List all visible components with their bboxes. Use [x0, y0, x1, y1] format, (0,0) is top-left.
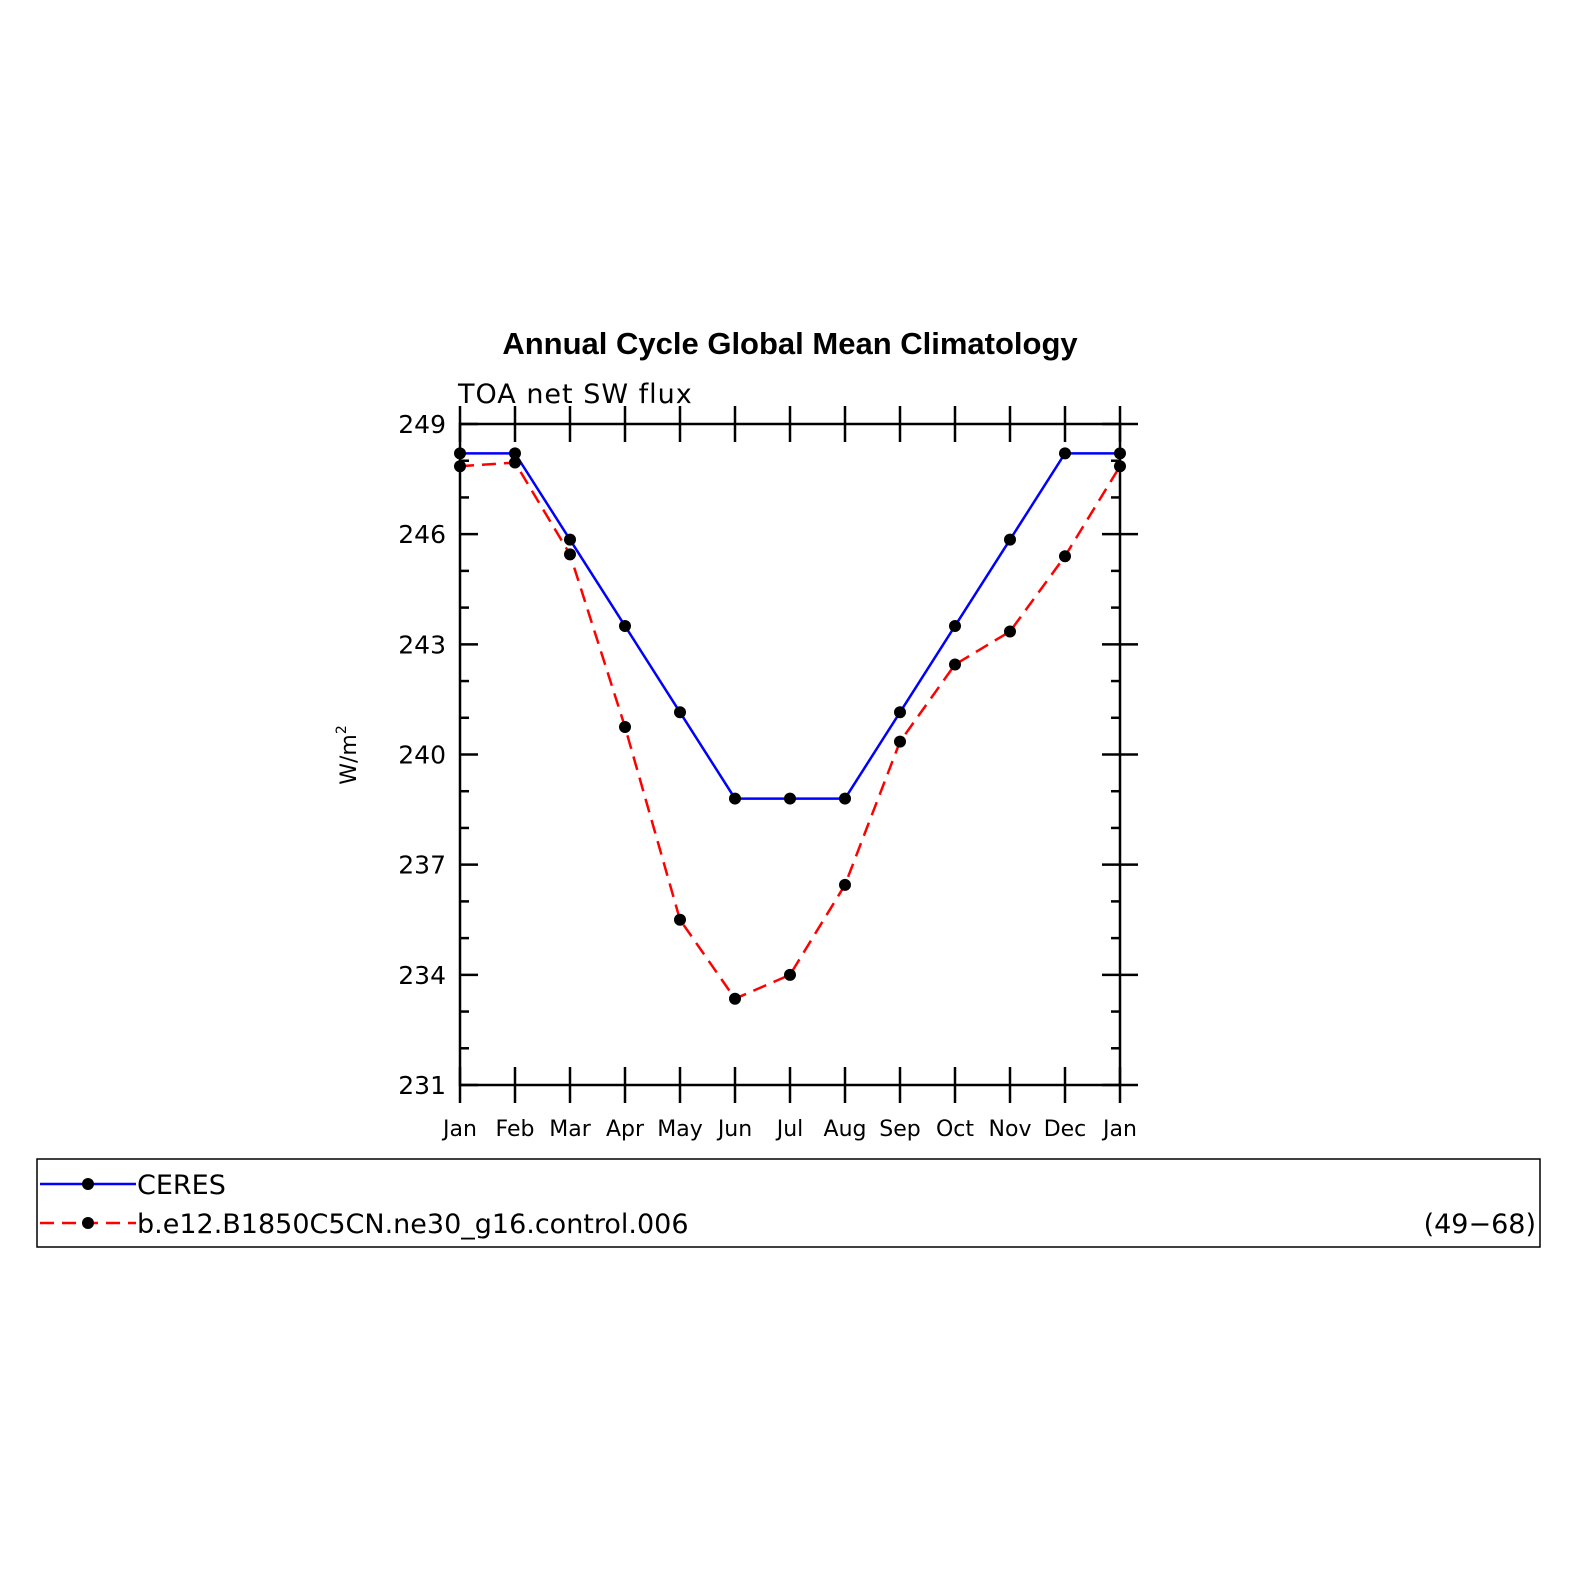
chart-title: Annual Cycle Global Mean Climatology — [502, 326, 1078, 361]
x-tick-label: Mar — [549, 1117, 591, 1142]
x-tick-label: Nov — [989, 1117, 1032, 1142]
x-tick-label: Feb — [496, 1117, 535, 1142]
y-tick-label: 249 — [398, 410, 446, 439]
series-0-point — [784, 792, 796, 805]
series-1-point — [454, 460, 466, 473]
series-1-point — [1059, 550, 1071, 563]
chart-subtitle: TOA net SW flux — [457, 379, 693, 410]
legend-marker-model — [82, 1217, 94, 1229]
svg-text:W/m2: W/m2 — [334, 725, 362, 785]
y-tick-label: 234 — [398, 961, 446, 990]
series-0-point — [454, 447, 466, 460]
x-tick-label: Aug — [824, 1117, 867, 1142]
series-layer — [454, 447, 1126, 1005]
y-tick-label: 243 — [398, 630, 446, 659]
series-1-point — [839, 878, 851, 891]
legend-note: (49−68) — [1424, 1209, 1536, 1240]
y-axis-label-superscript: 2 — [334, 725, 350, 734]
series-1-point — [619, 720, 631, 733]
series-0-point — [564, 533, 576, 546]
y-tick-label: 231 — [398, 1071, 446, 1100]
x-tick-label: May — [657, 1117, 702, 1142]
y-tick-label: 240 — [398, 741, 446, 770]
series-0-point — [1114, 447, 1126, 460]
x-tick-label: Jun — [716, 1117, 752, 1142]
series-0-point — [1004, 533, 1016, 546]
series-1-point — [509, 456, 521, 469]
series-0-point — [509, 447, 521, 460]
y-axis-label-text: W/m — [337, 734, 362, 785]
x-tick-label: Apr — [606, 1117, 645, 1142]
series-1-point — [729, 992, 741, 1005]
series-1-point — [564, 548, 576, 561]
series-0-point — [949, 619, 961, 632]
legend: CERES b.e12.B1850C5CN.ne30_g16.control.0… — [36, 1158, 1541, 1248]
series-line-0 — [460, 452, 1120, 800]
series-0-point — [674, 706, 686, 719]
series-1-point — [1114, 460, 1126, 473]
x-axis-ticks: Jan Feb Mar Apr May Jun Jul Aug Sep Oct Nov Dec Jan — [441, 406, 1137, 1142]
y-axis-ticks: 231 234 237 240 243 246 249 — [398, 410, 1138, 1100]
y-tick-label: 246 — [398, 520, 446, 549]
x-tick-label: Sep — [879, 1117, 920, 1142]
series-1-point — [1004, 625, 1016, 638]
series-line-1 — [459, 461, 1122, 1001]
x-tick-label: Oct — [936, 1117, 974, 1142]
x-tick-label: Jan — [441, 1117, 477, 1142]
legend-label-model: b.e12.B1850C5CN.ne30_g16.control.006 — [137, 1209, 689, 1240]
series-1-point — [674, 913, 686, 926]
x-tick-label: Jul — [775, 1117, 804, 1142]
series-0-point — [729, 792, 741, 805]
series-1-point — [784, 968, 796, 981]
y-axis-label: W/m2 — [334, 725, 362, 785]
x-tick-label: Dec — [1044, 1117, 1087, 1142]
series-0-point — [839, 792, 851, 805]
x-tick-label: Jan — [1101, 1117, 1137, 1142]
legend-box — [36, 1158, 1541, 1248]
y-tick-label: 237 — [398, 851, 446, 880]
series-0-point — [894, 706, 906, 719]
series-1-point — [894, 735, 906, 748]
series-0-point — [619, 619, 631, 632]
legend-label-ceres: CERES — [137, 1170, 226, 1201]
legend-marker-ceres — [82, 1178, 94, 1190]
series-0-point — [1059, 447, 1071, 460]
series-1-point — [949, 658, 961, 671]
